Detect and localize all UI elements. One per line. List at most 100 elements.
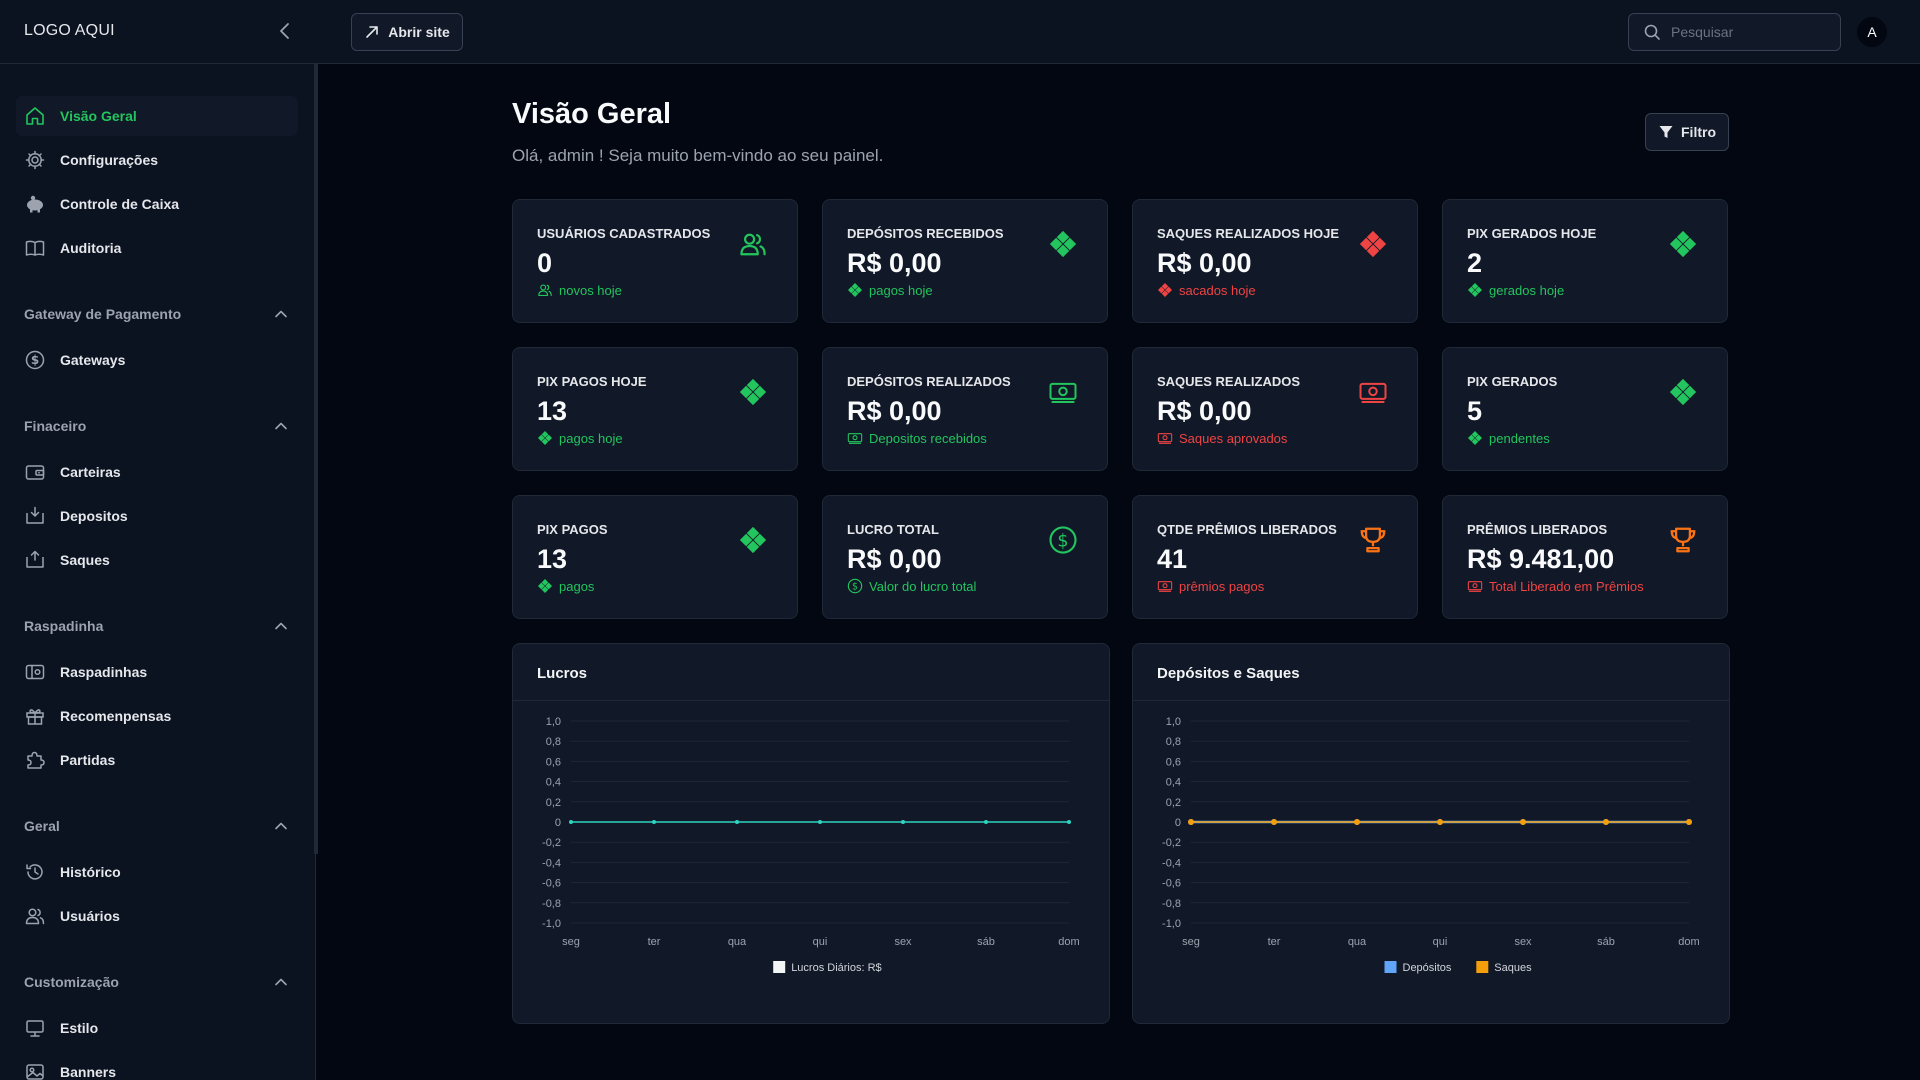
avatar[interactable]: A — [1857, 17, 1887, 47]
y-tick-label: -0,4 — [1162, 857, 1181, 869]
y-tick-label: -1,0 — [542, 918, 561, 930]
pix-icon — [739, 526, 767, 554]
data-point[interactable] — [569, 820, 573, 824]
chevron-up-icon — [275, 310, 287, 318]
sidebar-section-customizacao[interactable]: Customização — [24, 974, 288, 990]
chevron-up-icon — [275, 822, 287, 830]
stat-card: PRÊMIOS LIBERADOS R$ 9.481,00 Total Libera… — [1442, 495, 1728, 619]
pix-icon — [1359, 230, 1387, 258]
sidebar-item-controle-de-caixa[interactable]: Controle de Caixa — [16, 184, 298, 224]
sidebar-section-title: Geral — [24, 818, 60, 834]
collapse-sidebar-button[interactable] — [274, 20, 296, 42]
open-site-button[interactable]: Abrir site — [351, 13, 463, 51]
legend-item[interactable]: Lucros Diários: R$ — [773, 961, 882, 974]
sidebar-item-historico[interactable]: Histórico — [16, 852, 298, 892]
data-point[interactable] — [1686, 819, 1692, 825]
sidebar-item-recomenpensas[interactable]: Recomenpensas — [16, 696, 298, 736]
x-tick-label: seg — [1182, 936, 1200, 948]
cash-icon — [1157, 581, 1173, 592]
chevron-up-icon — [275, 622, 287, 630]
stat-card-subtitle: prêmios pagos — [1157, 578, 1264, 594]
stat-card-subtitle-text: pagos hoje — [559, 430, 623, 446]
sidebar-item-configuracoes[interactable]: Configurações — [16, 140, 298, 180]
sidebar-item-auditoria[interactable]: Auditoria — [16, 228, 298, 268]
dollar-circle-icon: $ — [847, 578, 863, 594]
sidebar-item-partidas[interactable]: Partidas — [16, 740, 298, 780]
stat-card-value: 5 — [1467, 396, 1483, 426]
stat-card: LUCRO TOTAL R$ 0,00 $ Valor do lucro total $ — [822, 495, 1108, 619]
data-point[interactable] — [1188, 819, 1194, 825]
stat-card: DEPÓSITOS REALIZADOS R$ 0,00 Depositos rec… — [822, 347, 1108, 471]
sidebar-section-gateway[interactable]: Gateway de Pagamento — [24, 306, 288, 322]
legend-item[interactable]: Saques — [1476, 961, 1532, 974]
svg-text:$: $ — [852, 581, 858, 592]
stat-card-subtitle-text: novos hoje — [559, 282, 622, 298]
y-tick-label: -0,2 — [1162, 837, 1181, 849]
stat-card-subtitle-text: Depositos recebidos — [869, 430, 987, 446]
data-point[interactable] — [901, 820, 905, 824]
data-point[interactable] — [735, 820, 739, 824]
topbar: LOGO AQUI Abrir site A — [0, 0, 1920, 64]
sidebar-item-raspadinhas[interactable]: Raspadinhas — [16, 652, 298, 692]
filter-icon — [1659, 126, 1673, 138]
stat-card-value: 13 — [537, 396, 568, 426]
data-point[interactable] — [1067, 820, 1071, 824]
sidebar-section-geral[interactable]: Geral — [24, 818, 288, 834]
sidebar-item-carteiras[interactable]: Carteiras — [16, 452, 298, 492]
stat-card-title: DEPÓSITOS REALIZADOS — [847, 374, 1011, 389]
stat-card-icon — [1357, 524, 1389, 556]
gear-icon — [25, 150, 45, 170]
history-icon — [26, 864, 43, 880]
stat-card: PIX GERADOS HOJE 2 gerados hoje — [1442, 199, 1728, 323]
legend-item[interactable]: Depósitos — [1384, 961, 1452, 974]
stat-card-subtitle-text: pendentes — [1489, 430, 1550, 446]
sidebar-section-raspadinha[interactable]: Raspadinha — [24, 618, 288, 634]
sidebar-item-depositos[interactable]: Depositos — [16, 496, 298, 536]
data-point[interactable] — [984, 820, 988, 824]
sidebar-section-title: Customização — [24, 974, 119, 990]
data-point[interactable] — [1354, 819, 1360, 825]
search-icon — [1644, 24, 1660, 40]
filter-button[interactable]: Filtro — [1645, 113, 1729, 151]
x-tick-label: qua — [1348, 936, 1367, 948]
sidebar-section-financeiro[interactable]: Finaceiro — [24, 418, 288, 434]
data-point[interactable] — [818, 820, 822, 824]
y-tick-label: -1,0 — [1162, 918, 1181, 930]
stat-card-icon — [1667, 524, 1699, 556]
sidebar-item-visao-geral[interactable]: Visão Geral — [16, 96, 298, 136]
stat-card-title: SAQUES REALIZADOS HOJE — [1157, 226, 1340, 241]
stat-card-icon — [1047, 376, 1079, 408]
stat-card-title: PIX PAGOS — [537, 522, 608, 537]
search-input[interactable] — [1671, 24, 1821, 40]
logo[interactable]: LOGO AQUI — [24, 22, 115, 39]
stat-card-value: 13 — [537, 544, 568, 574]
data-point[interactable] — [652, 820, 656, 824]
sidebar-scrollbar[interactable] — [314, 64, 318, 854]
y-tick-label: 0,6 — [1166, 756, 1181, 768]
stat-card-subtitle-text: pagos hoje — [869, 282, 933, 298]
x-tick-label: ter — [648, 936, 661, 948]
cash-icon — [1467, 581, 1483, 592]
x-tick-label: sex — [894, 936, 912, 948]
pix-icon — [1669, 378, 1697, 406]
stat-card-subtitle-text: Valor do lucro total — [869, 578, 977, 594]
sidebar-item-usuarios[interactable]: Usuários — [16, 896, 298, 936]
sidebar-item-estilo[interactable]: Estilo — [16, 1008, 298, 1048]
pix-icon — [1669, 230, 1697, 258]
data-point[interactable] — [1271, 819, 1277, 825]
stat-card: PIX PAGOS 13 pagos — [512, 495, 798, 619]
image-icon — [26, 1064, 44, 1080]
data-point[interactable] — [1603, 819, 1609, 825]
search-box[interactable] — [1628, 13, 1841, 51]
sidebar-item-gateways[interactable]: $ Gateways — [16, 340, 298, 380]
y-tick-label: 0,8 — [1166, 736, 1181, 748]
data-point[interactable] — [1520, 819, 1526, 825]
sidebar-item-banners[interactable]: Banners — [16, 1052, 298, 1080]
y-tick-label: -0,2 — [542, 837, 561, 849]
data-point[interactable] — [1437, 819, 1443, 825]
stat-card-subtitle: pagos — [537, 578, 594, 594]
sidebar-item-saques[interactable]: Saques — [16, 540, 298, 580]
sidebar-item-label: Estilo — [60, 1020, 99, 1036]
